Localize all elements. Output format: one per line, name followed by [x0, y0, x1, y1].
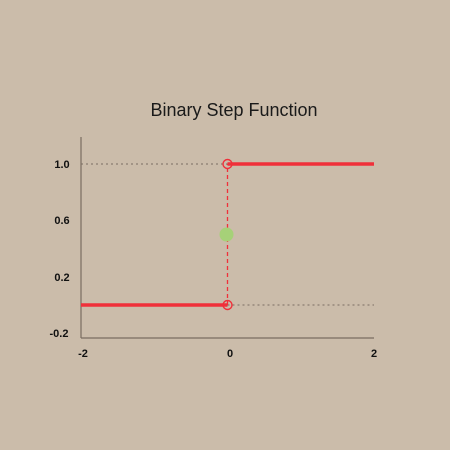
midpoint-marker	[219, 227, 234, 242]
open-point-marker	[222, 158, 233, 170]
open-point-marker	[222, 299, 233, 311]
x-tick-label: -2	[78, 348, 88, 360]
data-series	[81, 158, 374, 311]
chart-title: Binary Step Function	[150, 100, 317, 120]
y-tick-label: 1.0	[54, 159, 69, 171]
x-tick-label: 0	[227, 348, 233, 360]
y-tick-label: 0.6	[54, 215, 69, 227]
y-tick-label: -0.2	[50, 328, 69, 340]
tick-labels: 1.0 0.6 0.2 -0.2 -2 0 2	[50, 159, 378, 360]
x-tick-label: 2	[371, 348, 377, 360]
y-tick-label: 0.2	[54, 272, 69, 284]
